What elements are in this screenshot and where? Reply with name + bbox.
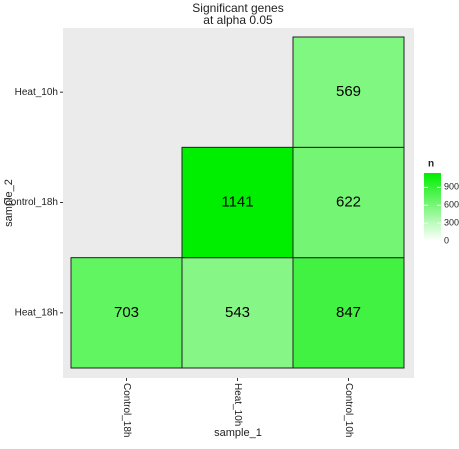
- tile-label: 703: [114, 304, 139, 321]
- x-tick-label: Control_18h: [121, 383, 132, 437]
- color-tick-label: 600: [444, 200, 459, 210]
- tile: [292, 36, 405, 148]
- chart-title: Significant genes: [192, 1, 283, 15]
- color-tick-label: 900: [444, 182, 459, 192]
- tile: [70, 257, 183, 369]
- tile-label: 622: [336, 193, 361, 210]
- tile-label: 1141: [221, 193, 253, 210]
- chart-subtitle: at alpha 0.05: [203, 13, 273, 27]
- tile-label: 847: [336, 304, 361, 321]
- x-tick-label: Control_10h: [343, 383, 354, 437]
- color-tick-label: 0: [444, 235, 449, 245]
- y-axis-label: sample_2: [3, 179, 15, 227]
- tile: [292, 146, 405, 259]
- x-axis-label: sample_1: [214, 427, 262, 439]
- x-tick-label: Heat_10h: [232, 383, 243, 426]
- y-tick-label: Heat_10h: [15, 87, 58, 98]
- y-tick-label: Control_18h: [4, 197, 58, 208]
- tile-label: 569: [336, 83, 361, 100]
- color-tick-label: 300: [444, 217, 459, 227]
- tile: [292, 257, 405, 369]
- tile-label: 543: [225, 304, 250, 321]
- legend-title: n: [428, 159, 434, 170]
- color-bar: [424, 173, 441, 241]
- y-tick-label: Heat_18h: [15, 307, 58, 318]
- tile: [181, 257, 294, 369]
